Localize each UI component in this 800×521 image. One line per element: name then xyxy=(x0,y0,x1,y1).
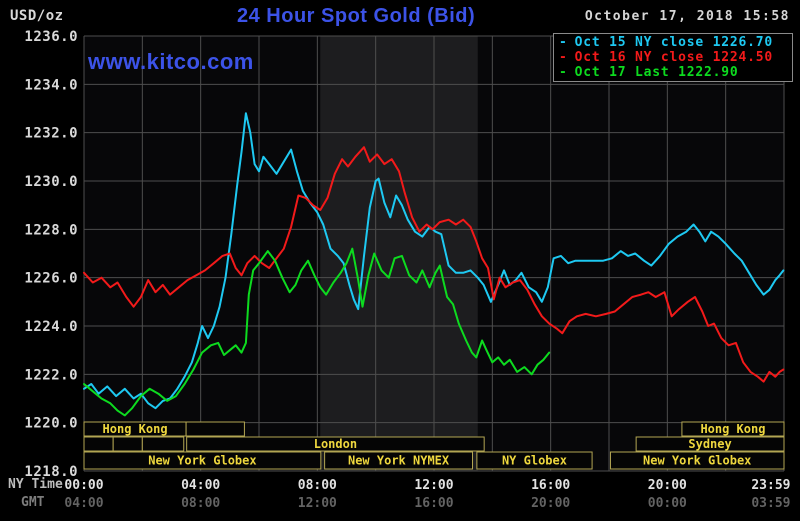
chart-legend: - Oct 15 NY close 1226.70 - Oct 16 NY clos… xyxy=(553,33,793,82)
series-line-oct-17-last xyxy=(83,247,551,417)
x-tick-label-gmt: 00:00 xyxy=(648,496,687,511)
legend-label: Oct 16 NY close 1224.50 xyxy=(574,50,774,65)
session-label: New York Globex xyxy=(148,454,256,468)
session-box xyxy=(186,436,485,452)
legend-item-oct16: - Oct 16 NY close 1224.50 xyxy=(559,50,792,65)
nymex-shaded-band xyxy=(320,36,478,471)
x-tick-label-ny: 00:00 xyxy=(64,478,103,493)
legend-label: Oct 15 NY close 1226.70 xyxy=(574,35,774,50)
y-tick-label: 1228.0 xyxy=(24,222,78,238)
x-tick-label-gmt: 04:00 xyxy=(64,496,103,511)
x-tick-label-gmt: 03:59 xyxy=(751,496,790,511)
session-label: Sydney xyxy=(688,437,731,451)
session-box xyxy=(141,436,185,452)
session-box xyxy=(83,436,114,452)
session-box xyxy=(83,451,322,470)
session-box xyxy=(185,421,245,437)
legend-item-oct15: - Oct 15 NY close 1226.70 xyxy=(559,35,792,50)
gmt-axis-label: GMT xyxy=(21,495,45,510)
x-tick-label-gmt: 20:00 xyxy=(531,496,570,511)
series-line-oct-15-ny-close xyxy=(83,112,785,410)
y-tick-label: 1222.0 xyxy=(24,367,78,383)
chart-datetime: October 17, 2018 15:58 xyxy=(584,9,790,24)
session-box xyxy=(681,421,785,437)
y-tick-label: 1218.0 xyxy=(24,464,78,480)
x-tick-label-gmt: 08:00 xyxy=(181,496,220,511)
ny-time-axis-label: NY Time xyxy=(8,477,63,492)
y-tick-label: 1232.0 xyxy=(24,126,78,142)
session-label: London xyxy=(314,437,357,451)
y-tick-label: 1230.0 xyxy=(24,174,78,190)
session-box xyxy=(476,451,593,470)
session-box xyxy=(112,436,143,452)
legend-item-oct17: - Oct 17 Last 1222.90 xyxy=(559,65,792,80)
y-tick-label: 1236.0 xyxy=(24,29,78,45)
session-label: New York Globex xyxy=(643,454,751,468)
legend-dash-icon: - xyxy=(559,35,568,50)
session-box xyxy=(324,451,473,470)
session-label: New York NYMEX xyxy=(348,454,450,468)
session-label: NY Globex xyxy=(502,454,567,468)
x-tick-label-ny: 04:00 xyxy=(181,478,220,493)
x-tick-label-gmt: 12:00 xyxy=(298,496,337,511)
x-tick-label-ny: 08:00 xyxy=(298,478,337,493)
legend-dash-icon: - xyxy=(559,65,568,80)
x-tick-label-ny: 23:59 xyxy=(751,478,790,493)
session-label: Hong Kong xyxy=(700,422,765,436)
y-axis-unit-label: USD/oz xyxy=(10,8,64,24)
x-tick-label-ny: 16:00 xyxy=(531,478,570,493)
y-tick-label: 1220.0 xyxy=(24,416,78,432)
legend-dash-icon: - xyxy=(559,50,568,65)
y-tick-label: 1226.0 xyxy=(24,271,78,287)
session-box xyxy=(635,436,785,452)
x-tick-label-ny: 20:00 xyxy=(648,478,687,493)
session-box xyxy=(609,451,785,470)
y-tick-label: 1234.0 xyxy=(24,77,78,93)
x-tick-label-ny: 12:00 xyxy=(414,478,453,493)
legend-label: Oct 17 Last 1222.90 xyxy=(574,65,739,80)
kitco-watermark: www.kitco.com xyxy=(88,49,254,74)
page-title: 24 Hour Spot Gold (Bid) xyxy=(237,5,476,27)
series-line-oct-16-ny-close xyxy=(83,146,785,383)
y-tick-label: 1224.0 xyxy=(24,319,78,335)
x-tick-label-gmt: 16:00 xyxy=(414,496,453,511)
session-label: Hong Kong xyxy=(103,422,168,436)
